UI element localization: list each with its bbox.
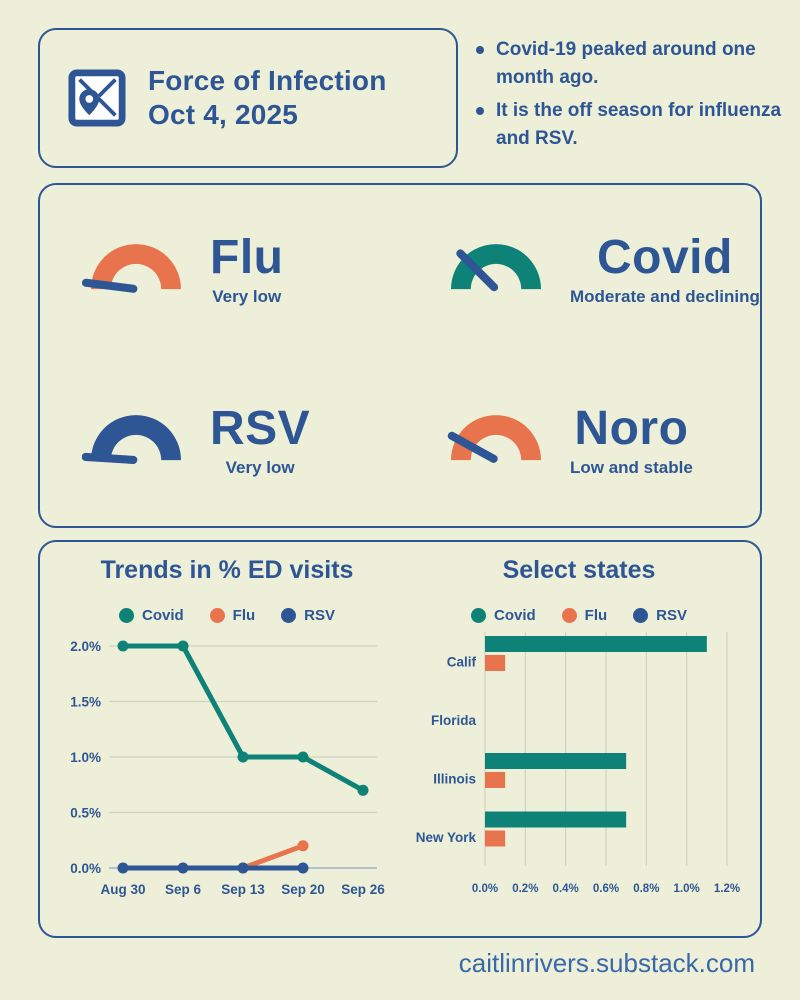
rsv-data-point — [117, 862, 129, 874]
x-tick-label: 1.0% — [674, 883, 700, 895]
legend-label: Flu — [584, 607, 608, 624]
legend-item-covid: Covid — [118, 607, 184, 624]
covid-legend-dot — [118, 608, 134, 623]
category-label: Illinois — [433, 771, 476, 786]
category-label: Calif — [447, 654, 477, 669]
legend-label: Covid — [141, 607, 184, 624]
y-tick-label: 0.0% — [70, 861, 101, 876]
flu-legend-dot — [209, 608, 225, 623]
rsv-data-point — [297, 862, 309, 874]
ed-trends-chart: Trends in % ED visits Covid Flu RSV 0.0% 0.… — [52, 556, 402, 906]
rsv-legend-dot — [281, 608, 297, 623]
rsv-data-point — [177, 862, 189, 874]
states-legend: Covid Flu RSV — [470, 607, 687, 624]
legend-item-flu: Flu — [561, 607, 608, 624]
rsv-data-point — [237, 862, 249, 874]
flu-bar — [485, 772, 506, 788]
y-tick-label: 2.0% — [70, 639, 101, 654]
flu-bar — [485, 830, 506, 847]
x-tick-label: Sep 13 — [221, 882, 265, 897]
states-title: Select states — [502, 556, 656, 584]
covid-data-point — [237, 751, 249, 763]
covid-legend-dot — [470, 608, 486, 623]
bullet-item-covid-peak: Covid-19 peaked around one month ago. — [470, 36, 790, 91]
legend-item-rsv: RSV — [633, 607, 687, 624]
gauge-status-flu: Very low — [212, 287, 282, 307]
rsv-gauge-dial — [82, 414, 181, 464]
footer-link[interactable]: caitlinrivers.substack.com — [458, 948, 755, 978]
page-title-line1: Force of Infection — [148, 64, 387, 96]
gauge-name-flu: Flu — [210, 231, 284, 285]
x-tick-label: 0.8% — [633, 883, 659, 895]
bullet-item-off-season: It is the off season for influenza and R… — [470, 97, 790, 152]
x-tick-label: 0.4% — [553, 883, 579, 895]
x-tick-label: 0.0% — [472, 883, 498, 895]
gauge-name-rsv: RSV — [210, 401, 311, 455]
x-tick-label: Sep 26 — [341, 882, 385, 897]
covid-gauge-dial — [451, 244, 541, 292]
gauge-status-covid: Moderate and declining — [570, 287, 760, 307]
gauges-card: Flu Very low Covid Moderate and declinin… — [38, 183, 762, 528]
gauge-name-noro: Noro — [574, 401, 689, 455]
covid-data-point — [297, 751, 309, 763]
y-tick-label: 0.5% — [70, 806, 101, 821]
ed-trends-legend: Covid Flu RSV — [118, 607, 335, 624]
bullet-list: Covid-19 peaked around one month ago. It… — [470, 30, 790, 158]
x-tick-label: Sep 6 — [165, 882, 202, 897]
legend-item-covid: Covid — [470, 607, 536, 624]
legend-label: Covid — [493, 607, 536, 624]
gauge-covid: Covid Moderate and declining — [400, 185, 760, 356]
states-plot: 0.0% 0.2% 0.4% 0.6% 0.8% 1.0% 1.2% Calif Florida… — [416, 632, 740, 895]
legend-item-flu: Flu — [209, 607, 256, 624]
gauge-status-rsv: Very low — [225, 457, 295, 477]
covid-bar — [485, 811, 627, 828]
gauge-name-covid: Covid — [597, 231, 733, 285]
ed-trends-plot: 0.0% 0.5% 1.0% 1.5% 2.0% Aug 30 Sep 6 Sep 13 Sep… — [70, 639, 385, 897]
gauge-status-noro: Low and stable — [570, 457, 693, 477]
covid-data-point — [357, 784, 369, 796]
x-tick-label: Sep 20 — [281, 882, 325, 897]
covid-bar — [485, 753, 627, 769]
rsv-legend-dot — [633, 608, 649, 623]
gauge-rsv: RSV Very low — [40, 356, 400, 527]
x-tick-label: 0.2% — [512, 883, 538, 895]
covid-data-point — [117, 640, 129, 652]
states-chart: Select states Covid Flu RSV 0.0% 0.2% 0.4% 0.… — [406, 556, 752, 906]
covid-line — [120, 643, 366, 793]
flu-data-point — [297, 840, 309, 852]
x-tick-label: 0.6% — [593, 883, 619, 895]
covid-bar — [485, 636, 707, 652]
x-tick-label: Aug 30 — [100, 882, 145, 897]
x-tick-label: 1.2% — [714, 883, 740, 895]
legend-label: Flu — [232, 607, 256, 624]
y-tick-label: 1.0% — [70, 750, 101, 765]
ed-trends-title: Trends in % ED visits — [100, 556, 354, 584]
legend-label: RSV — [304, 607, 335, 624]
flu-bar — [485, 655, 506, 671]
legend-item-rsv: RSV — [281, 607, 335, 624]
y-tick-label: 1.5% — [70, 695, 101, 710]
page-title: Force of Infection Oct 4, 2025 — [148, 64, 387, 132]
legend-label: RSV — [656, 607, 687, 624]
map-icon — [68, 69, 126, 127]
header-card: Force of Infection Oct 4, 2025 — [38, 28, 458, 168]
page-title-date: Oct 4, 2025 — [148, 99, 299, 130]
category-label: Florida — [431, 713, 476, 728]
gauge-noro: Noro Low and stable — [400, 356, 760, 527]
flu-gauge-dial — [82, 244, 181, 294]
flu-line — [240, 843, 306, 871]
noro-gauge-dial — [447, 414, 541, 463]
gauge-flu: Flu Very low — [40, 185, 400, 356]
flu-legend-dot — [561, 608, 577, 623]
charts-card: Trends in % ED visits Covid Flu RSV 0.0% 0.… — [38, 540, 762, 938]
category-label: New York — [416, 830, 477, 845]
covid-data-point — [177, 640, 189, 652]
